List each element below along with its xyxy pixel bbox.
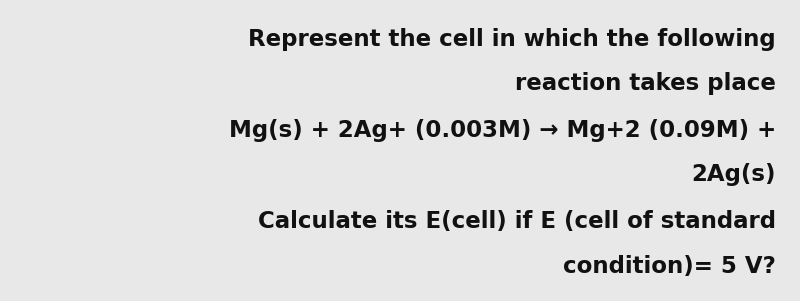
Text: Calculate its E(cell) if E (cell of standard: Calculate its E(cell) if E (cell of stan… [258,210,776,234]
Text: 2Ag(s): 2Ag(s) [691,163,776,186]
Text: Mg(s) + 2Ag+ (0.003M) → Mg+2 (0.09M) +: Mg(s) + 2Ag+ (0.003M) → Mg+2 (0.09M) + [229,119,776,142]
Text: reaction takes place: reaction takes place [515,72,776,95]
Text: Represent the cell in which the following: Represent the cell in which the followin… [248,28,776,51]
Text: condition)= 5 V?: condition)= 5 V? [563,255,776,278]
